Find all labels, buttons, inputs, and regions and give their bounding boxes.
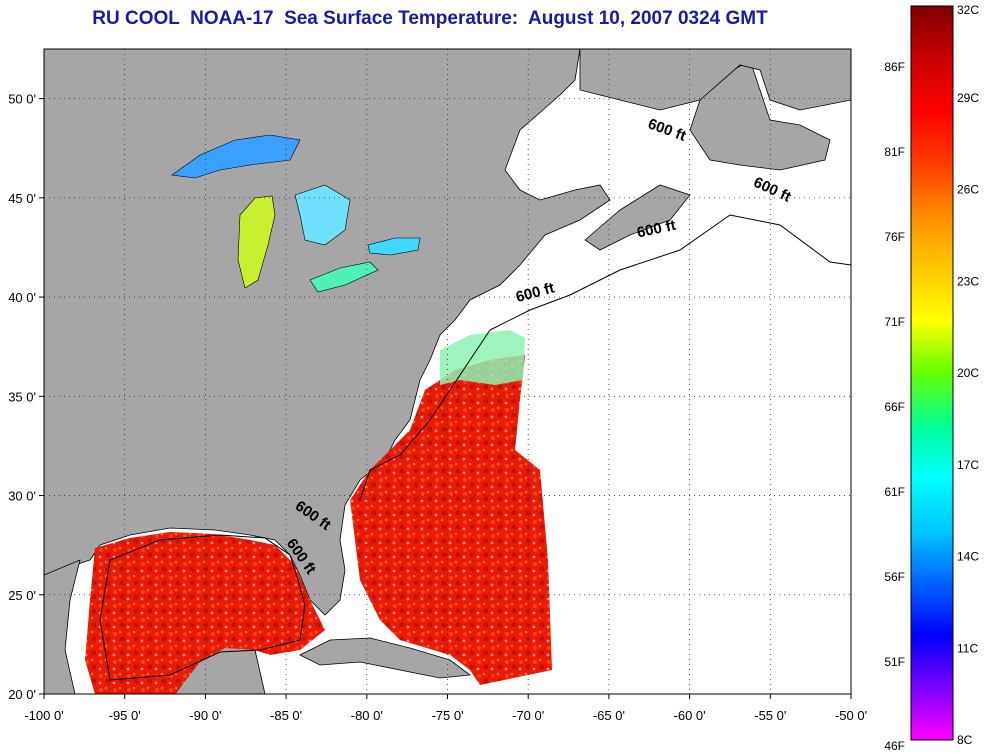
- lon-tick-label: -70 0': [512, 708, 544, 723]
- lon-tick-label: -50 0': [835, 708, 867, 723]
- colorbar-celsius-label: 29C: [957, 91, 979, 105]
- lon-tick-label: -90 0': [189, 708, 221, 723]
- colorbar-fahrenheit-label: 66F: [884, 400, 905, 414]
- sst-swath-cool-edge: [440, 330, 525, 385]
- map-gridlines: [39, 49, 852, 699]
- land-labrador: [579, 49, 851, 111]
- lat-tick-label: 40 0': [8, 290, 36, 305]
- latitude-axis: 20 0' 25 0' 30 0' 35 0' 40 0' 45 0' 50 0': [8, 92, 36, 702]
- colorbar-celsius-label: 23C: [957, 274, 979, 288]
- land-cuba: [299, 637, 472, 679]
- lake-erie: [309, 261, 379, 293]
- longitude-axis: -100 0' -95 0' -90 0' -85 0' -80 0' -75 0' -70…: [24, 708, 867, 723]
- lake-michigan: [237, 195, 276, 289]
- isobath-600ft-southeast: [359, 329, 491, 501]
- map-border: [43, 48, 852, 695]
- lon-tick-label: -75 0': [431, 708, 463, 723]
- land-mexico: [44, 559, 81, 694]
- lat-tick-label: 50 0': [8, 92, 36, 107]
- colorbar-fahrenheit-label: 56F: [884, 570, 905, 584]
- colorbar-fahrenheit-label: 46F: [884, 739, 905, 753]
- colorbar-fahrenheit-label: 61F: [884, 485, 905, 499]
- colorbar-fahrenheit-label: 71F: [884, 315, 905, 329]
- lat-tick-label: 30 0': [8, 489, 36, 504]
- colorbar-fahrenheit-label: 76F: [884, 230, 905, 244]
- lon-tick-label: -65 0': [593, 708, 625, 723]
- lat-tick-label: 45 0': [8, 191, 36, 206]
- colorbar-celsius-label: 32C: [957, 3, 979, 17]
- lon-tick-label: -60 0': [674, 708, 706, 723]
- lon-tick-label: -95 0': [109, 708, 141, 723]
- colorbar-celsius-label: 14C: [957, 550, 979, 564]
- lat-tick-label: 35 0': [8, 389, 36, 404]
- colorbar-celsius-label: 8C: [957, 733, 973, 747]
- land-north-america: [44, 49, 611, 616]
- isobath-600ft-gulf: [99, 534, 306, 681]
- sst-swath-atlantic: [350, 355, 552, 685]
- lake-huron: [294, 184, 351, 246]
- colorbar-fahrenheit-label: 86F: [884, 60, 905, 74]
- lon-tick-label: -100 0': [24, 708, 63, 723]
- colorbar-fahrenheit-label: 51F: [884, 655, 905, 669]
- colorbar-celsius-label: 26C: [957, 183, 979, 197]
- lon-tick-label: -85 0': [270, 708, 302, 723]
- lat-tick-label: 20 0': [8, 687, 36, 702]
- land-nova-scotia: [584, 184, 691, 251]
- colorbar-labels: 32C 29C 26C 23C 20C 17C 14C 11C 8C 86F 81F 76F 71F 66…: [884, 3, 979, 753]
- isobath-600ft-northeast: [489, 214, 851, 331]
- lon-tick-label: -55 0': [754, 708, 786, 723]
- temperature-colorbar: [910, 5, 954, 741]
- colorbar-celsius-label: 20C: [957, 366, 979, 380]
- colorbar-celsius-label: 17C: [957, 458, 979, 472]
- map-title: RU COOL NOAA-17 Sea Surface Temperature:…: [92, 8, 768, 29]
- colorbar-fahrenheit-label: 81F: [884, 145, 905, 159]
- lake-superior: [171, 134, 301, 179]
- lon-tick-label: -80 0': [351, 708, 383, 723]
- lat-tick-label: 25 0': [8, 588, 36, 603]
- colorbar-celsius-label: 11C: [957, 641, 978, 655]
- lake-ontario: [367, 237, 421, 256]
- sst-gulf-of-mexico: [85, 532, 325, 694]
